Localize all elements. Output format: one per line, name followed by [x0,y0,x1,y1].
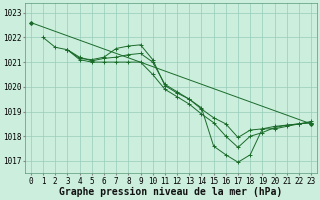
X-axis label: Graphe pression niveau de la mer (hPa): Graphe pression niveau de la mer (hPa) [60,187,283,197]
